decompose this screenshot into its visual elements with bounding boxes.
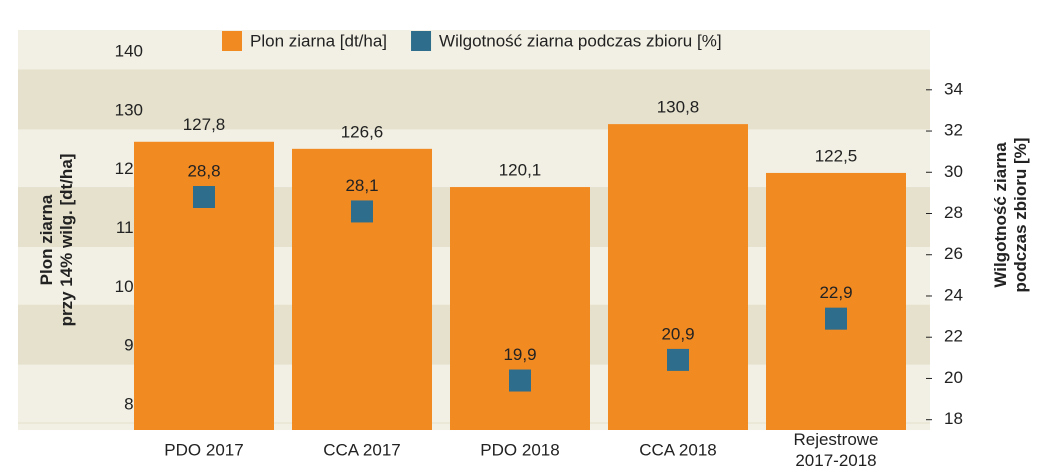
marker (509, 369, 531, 392)
x-tick-label: PDO 2018 (480, 440, 559, 459)
y2-tick-label: 34 (944, 79, 963, 98)
y-tick-label: 140 (115, 41, 143, 60)
x-tick-label: CCA 2018 (639, 440, 717, 459)
x-tick-label: Rejestrowe 2017-2018 (793, 430, 878, 470)
legend-label: Wilgotność ziarna podczas zbioru [%] (439, 31, 722, 50)
bar (608, 124, 748, 430)
legend-label: Plon ziarna [dt/ha] (250, 31, 387, 50)
bar (766, 172, 906, 431)
value-label: 126,6 (341, 122, 384, 141)
y2-tick-label: 24 (944, 285, 963, 304)
bar (450, 187, 590, 430)
marker (825, 307, 847, 330)
y2-tick-label: 20 (944, 368, 963, 387)
value-label: 130,8 (657, 98, 700, 117)
x-tick-label: CCA 2017 (323, 440, 401, 459)
value-label: 28,1 (345, 176, 378, 195)
x-tick-label: PDO 2017 (164, 440, 243, 459)
y2-tick-label: 30 (944, 162, 963, 181)
legend-swatch (411, 31, 432, 51)
y-axis-title: Plon ziarnaprzy 14% wilg. [dt/ha] (37, 154, 76, 327)
y-tick-label: 130 (115, 100, 143, 119)
legend-swatch (222, 31, 242, 51)
value-label: 120,1 (499, 161, 542, 180)
y2-tick-label: 32 (944, 121, 963, 140)
y2-axis-title: Wilgotność ziarnapodczas zbioru [%] (991, 138, 1030, 293)
y2-tick-label: 28 (944, 203, 963, 222)
marker (193, 186, 215, 209)
value-label: 28,8 (187, 161, 220, 180)
bar (292, 148, 432, 430)
value-label: 20,9 (661, 324, 694, 343)
marker (351, 200, 373, 223)
value-label: 19,9 (503, 345, 536, 364)
grid-band (18, 70, 930, 129)
bar (134, 141, 274, 430)
y2-tick-label: 22 (944, 327, 963, 346)
y2-tick-label: 18 (944, 409, 963, 428)
y2-tick-label: 26 (944, 244, 963, 263)
value-label: 122,5 (815, 146, 858, 165)
value-label: 127,8 (183, 115, 226, 134)
value-label: 22,9 (819, 283, 852, 302)
marker (667, 348, 689, 371)
